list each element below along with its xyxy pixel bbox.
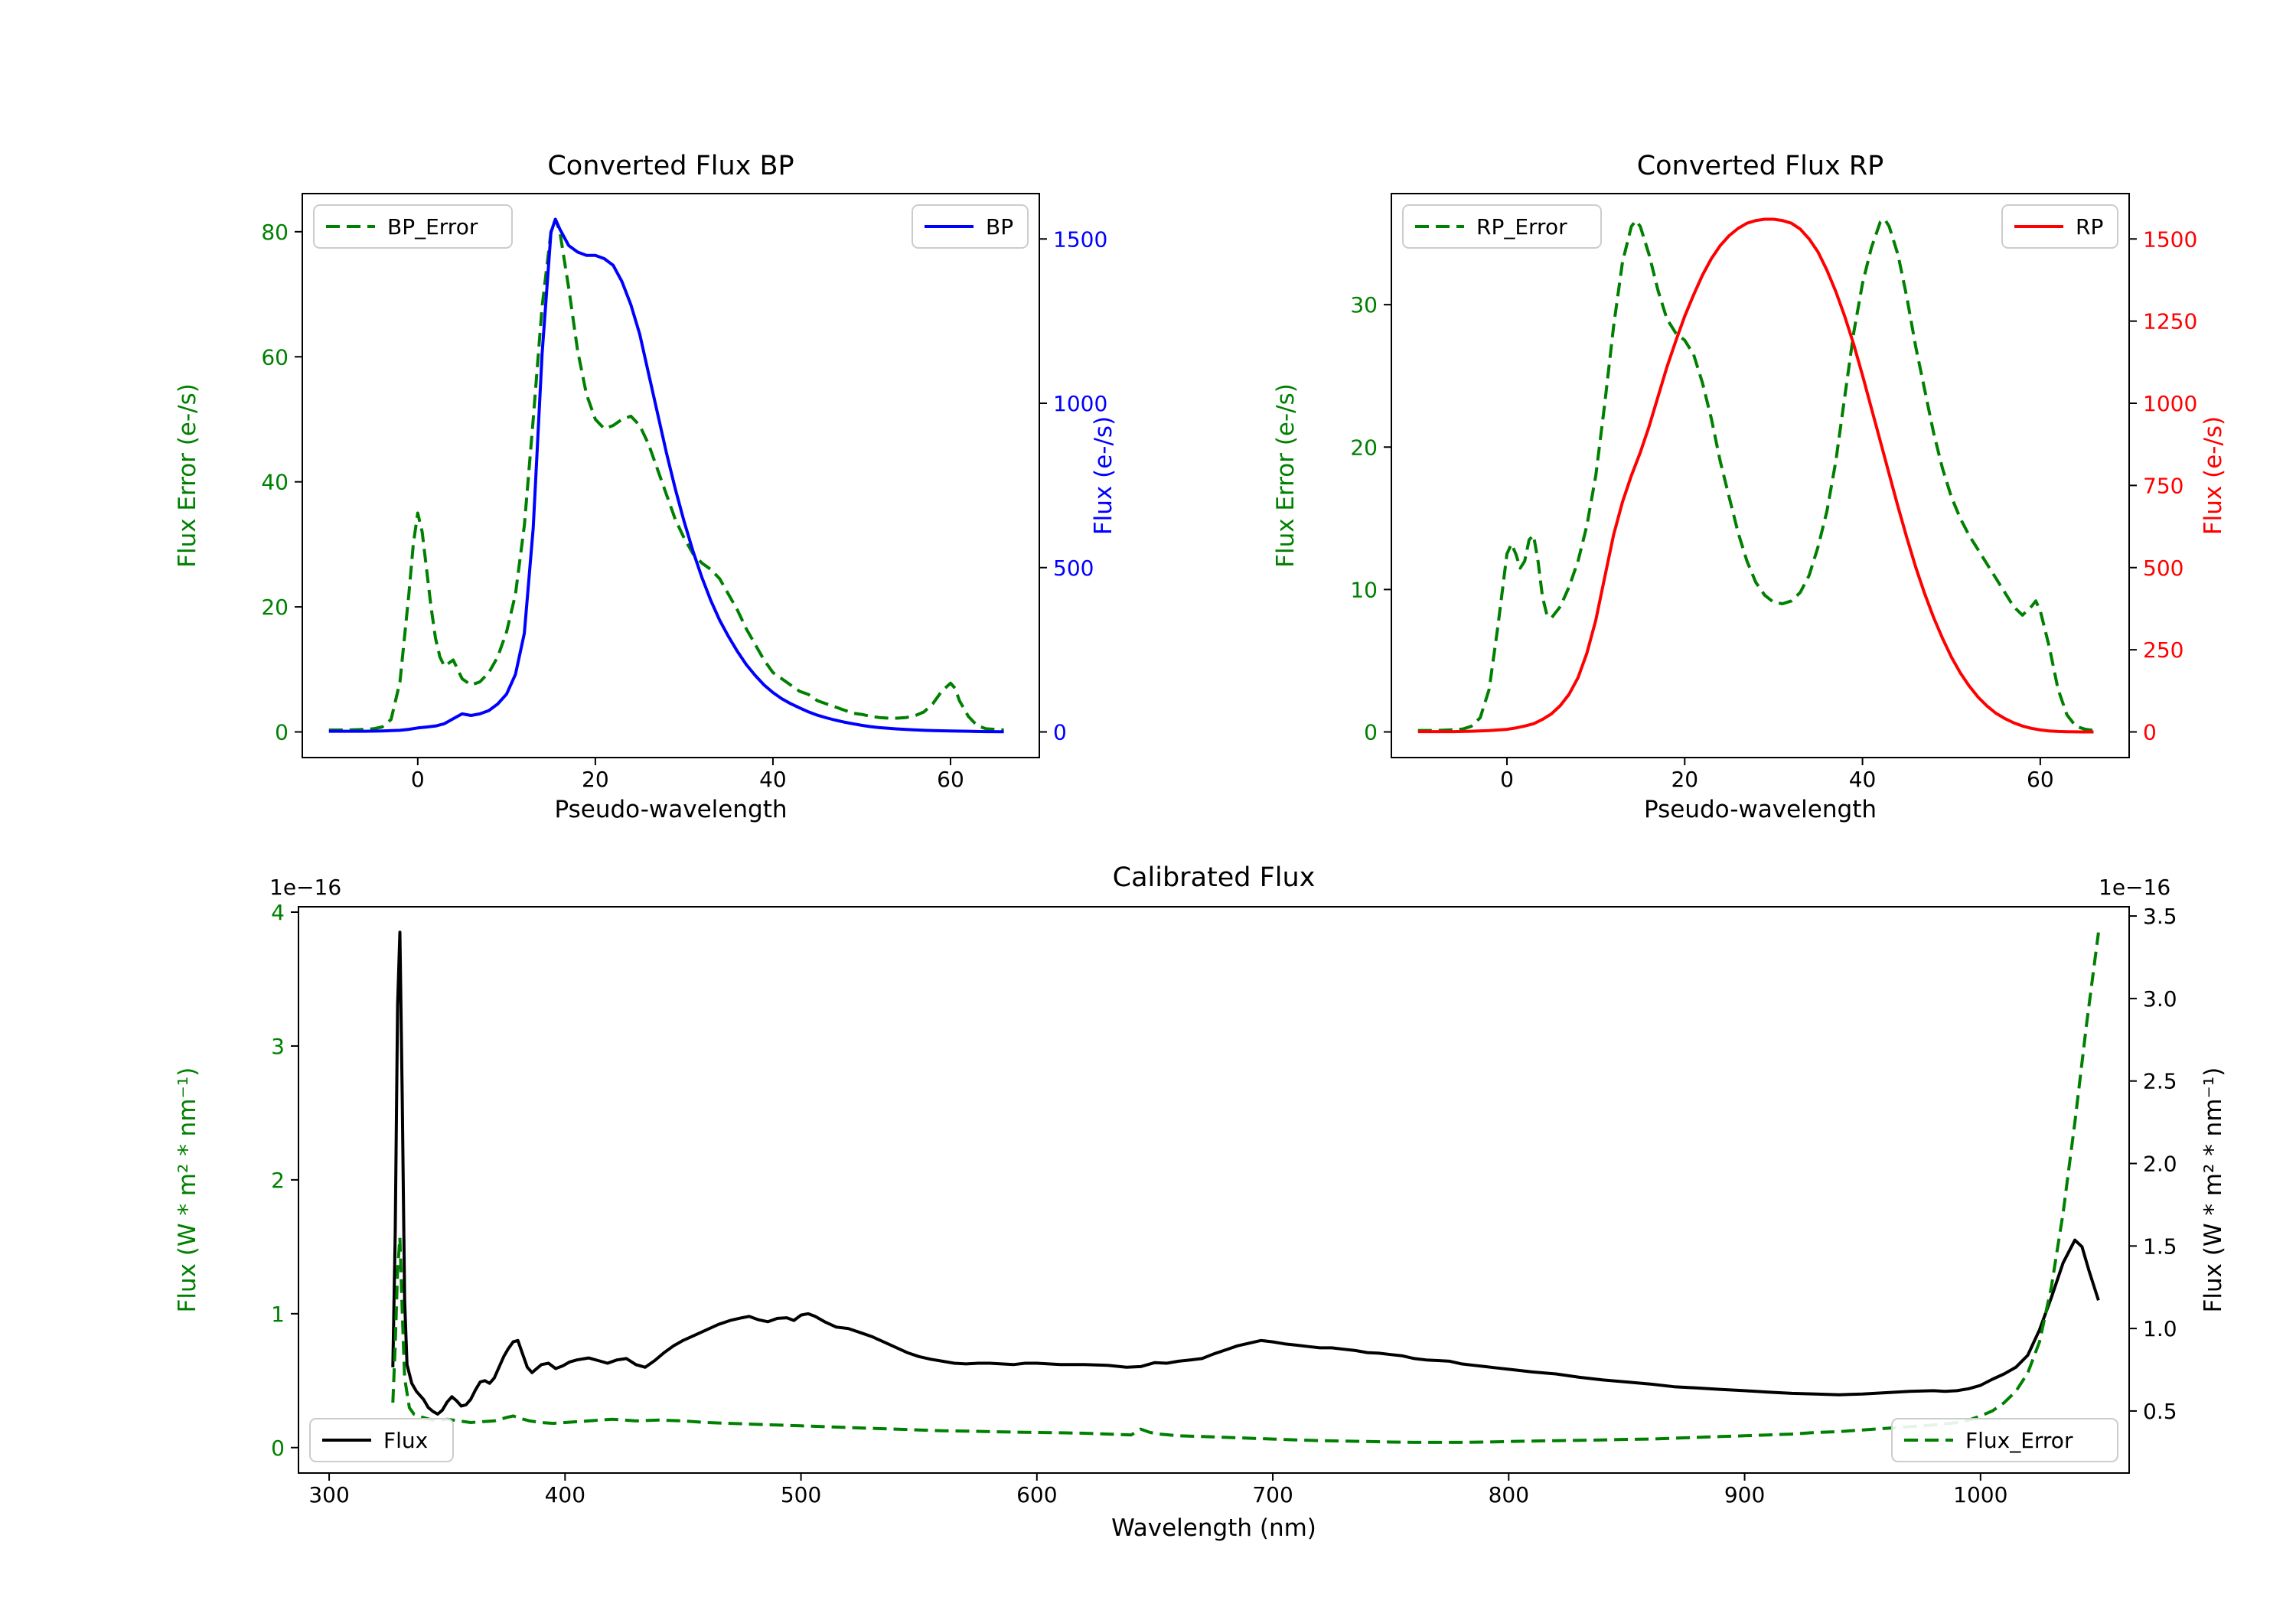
cal-xlabel: Wavelength (nm) <box>1111 1514 1316 1542</box>
bp-x-tick-label: 60 <box>937 767 964 792</box>
cal-left-tick-label: 0 <box>271 1436 285 1461</box>
cal-chart: 300 400 500 600 700 800 900 1000 0 1 2 3 4 0.5 1.0 1.5 2… <box>174 862 2227 1542</box>
bp-left-tick-label: 0 <box>275 720 289 745</box>
rp-left-tick-label: 20 <box>1350 435 1378 460</box>
rp-left-tick-label: 0 <box>1364 720 1378 745</box>
bp-legend: BP <box>912 204 1029 249</box>
rp_error-legend-label: RP_Error <box>1476 214 1567 240</box>
rp-title: Converted Flux RP <box>1637 151 1884 181</box>
cal-right-tick-label: 3.0 <box>2143 986 2177 1012</box>
bp-right-tick-label: 1500 <box>1053 227 1107 252</box>
cal-plot-area <box>298 907 2129 1473</box>
rp_error-legend: RP_Error <box>1402 204 1602 249</box>
cal-right-tick-label: 0.5 <box>2143 1399 2177 1424</box>
bp-left-tick-label: 20 <box>261 595 289 620</box>
cal-left-tick-label: 4 <box>271 900 285 925</box>
cal-x-tick-label: 400 <box>545 1482 585 1507</box>
rp-x-tick-label: 60 <box>2027 767 2054 792</box>
rp-left-tick-label: 30 <box>1350 292 1378 318</box>
bp-left-tick-label: 80 <box>261 220 289 245</box>
bp-title: Converted Flux BP <box>547 151 794 181</box>
rp-chart: 0 20 40 60 0 10 20 30 0 250 500 750 1000 1250 1500 Pseu… <box>1272 151 2227 823</box>
rp-legend-label: RP <box>2076 214 2103 240</box>
bp-right-tick-label: 0 <box>1053 720 1067 745</box>
bp-series-line <box>328 217 1004 734</box>
cal-right-tick-label: 1.5 <box>2143 1234 2177 1259</box>
bp-x-tick-label: 0 <box>411 767 425 792</box>
bp-xlabel: Pseudo-wavelength <box>554 796 787 823</box>
flux_error-legend-box <box>1891 1418 2118 1462</box>
rp-series-line <box>1417 217 2094 734</box>
cal-left-tick-label: 3 <box>271 1034 285 1059</box>
rp-left-tick-label: 10 <box>1350 577 1378 602</box>
rp_error-series-line <box>1417 217 2094 732</box>
bp_error-legend-box <box>313 204 513 249</box>
cal-x-tick-label: 300 <box>308 1482 349 1507</box>
bp-legend-label: BP <box>986 214 1013 240</box>
cal-x-tick-label: 1000 <box>1953 1482 2007 1507</box>
rp-right-tick-label: 750 <box>2143 473 2183 498</box>
rp-right-tick-label: 1500 <box>2143 227 2197 252</box>
rp-legend: RP <box>2001 204 2118 249</box>
cal-title: Calibrated Flux <box>1113 862 1316 893</box>
rp-x-tick-label: 40 <box>1849 767 1877 792</box>
rp-right-tick-label: 0 <box>2143 720 2157 745</box>
cal-right-tick-label: 3.5 <box>2143 904 2177 929</box>
flux-series-line <box>391 930 2100 1416</box>
rp-spines <box>1391 193 2130 758</box>
rp-right-tick-label: 1000 <box>2143 391 2197 416</box>
cal-x-tick-label: 900 <box>1724 1482 1765 1507</box>
bp-spines <box>302 193 1040 758</box>
flux-legend-box <box>309 1418 454 1462</box>
cal-right-tick-label: 2.0 <box>2143 1152 2177 1177</box>
rp-right-tick-label: 1250 <box>2143 309 2197 334</box>
rp-right-ylabel: Flux (e-/s) <box>2200 416 2227 535</box>
bp-x-tick-label: 20 <box>582 767 609 792</box>
rp-x-tick-label: 0 <box>1500 767 1514 792</box>
cal-x-tick-label: 800 <box>1489 1482 1529 1507</box>
cal-left-tick-label: 1 <box>271 1302 285 1327</box>
flux_error-series-line <box>391 932 2100 1444</box>
flux_error-legend: Flux_Error <box>1891 1418 2118 1462</box>
rp-plot-area <box>1391 194 2129 758</box>
bp-right-tick-label: 1000 <box>1053 391 1107 416</box>
rp-xlabel: Pseudo-wavelength <box>1644 796 1877 823</box>
bp-chart: 0 20 40 60 0 20 40 60 80 0 500 1000 1500 Pseudo-wavel… <box>174 151 1117 823</box>
bp-x-tick-label: 40 <box>759 767 787 792</box>
cal-x-tick-label: 700 <box>1252 1482 1293 1507</box>
cal-right-tick-label: 1.0 <box>2143 1316 2177 1341</box>
cal-spines <box>298 906 2130 1474</box>
cal-right-offset-text: 1e−16 <box>2099 875 2170 900</box>
bp_error-legend: BP_Error <box>313 204 513 249</box>
bp_error-legend-label: BP_Error <box>387 214 478 240</box>
bp-right-tick-label: 500 <box>1053 556 1094 581</box>
bp-right-ylabel: Flux (e-/s) <box>1090 416 1117 535</box>
bp-left-tick-label: 40 <box>261 470 289 495</box>
cal-left-ylabel: Flux (W * m² * nm⁻¹) <box>174 1067 201 1313</box>
rp-left-ylabel: Flux Error (e-/s) <box>1272 383 1300 568</box>
rp-x-tick-label: 20 <box>1671 767 1698 792</box>
rp_error-legend-box <box>1402 204 1602 249</box>
flux_error-legend-label: Flux_Error <box>1965 1428 2073 1453</box>
bp-left-ylabel: Flux Error (e-/s) <box>174 383 201 568</box>
rp-right-tick-label: 250 <box>2143 637 2183 663</box>
cal-right-ylabel: Flux (W * m² * nm⁻¹) <box>2200 1067 2227 1313</box>
cal-left-offset-text: 1e−16 <box>269 875 341 900</box>
cal-x-tick-label: 600 <box>1016 1482 1057 1507</box>
cal-left-tick-label: 2 <box>271 1168 285 1193</box>
cal-x-tick-label: 500 <box>781 1482 821 1507</box>
rp-right-tick-label: 500 <box>2143 556 2183 581</box>
flux-legend: Flux <box>309 1418 454 1462</box>
cal-right-tick-label: 2.5 <box>2143 1069 2177 1094</box>
flux-legend-label: Flux <box>383 1428 428 1453</box>
bp-left-tick-label: 60 <box>261 344 289 370</box>
